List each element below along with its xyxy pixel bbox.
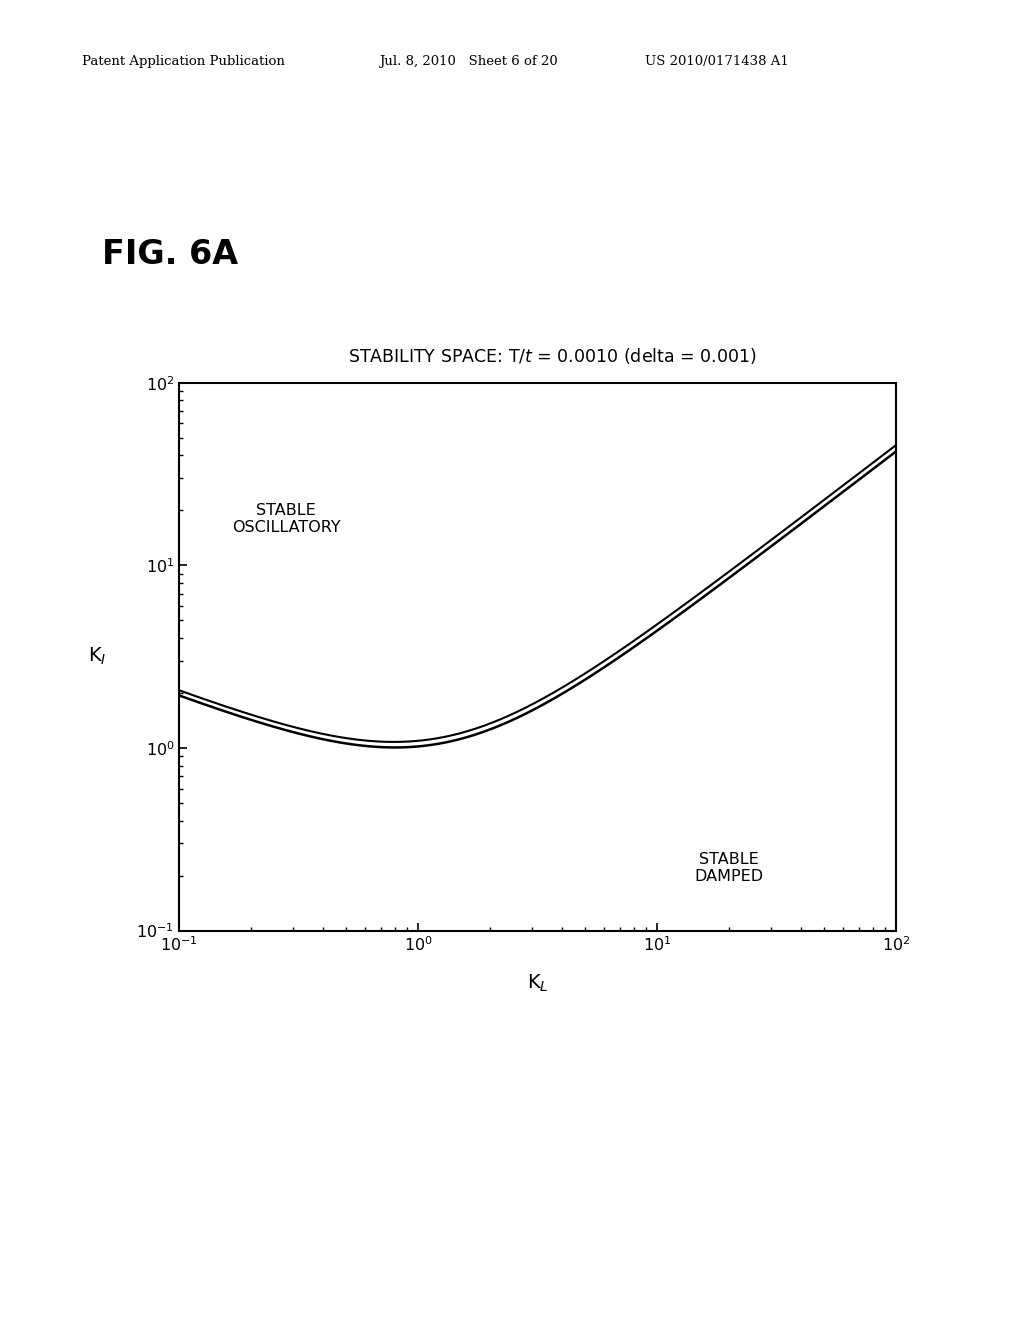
Text: Patent Application Publication: Patent Application Publication [82, 55, 285, 69]
Text: K$_I$: K$_I$ [88, 645, 106, 667]
Text: FIG. 6A: FIG. 6A [102, 238, 239, 271]
Text: STABLE
OSCILLATORY: STABLE OSCILLATORY [231, 503, 340, 535]
Text: Jul. 8, 2010   Sheet 6 of 20: Jul. 8, 2010 Sheet 6 of 20 [379, 55, 558, 69]
Text: STABLE
DAMPED: STABLE DAMPED [694, 851, 764, 884]
Text: K$_L$: K$_L$ [526, 973, 549, 994]
Text: US 2010/0171438 A1: US 2010/0171438 A1 [645, 55, 788, 69]
Title: STABILITY SPACE: T/$t$ = 0.0010 (delta = 0.001): STABILITY SPACE: T/$t$ = 0.0010 (delta =… [347, 346, 757, 366]
